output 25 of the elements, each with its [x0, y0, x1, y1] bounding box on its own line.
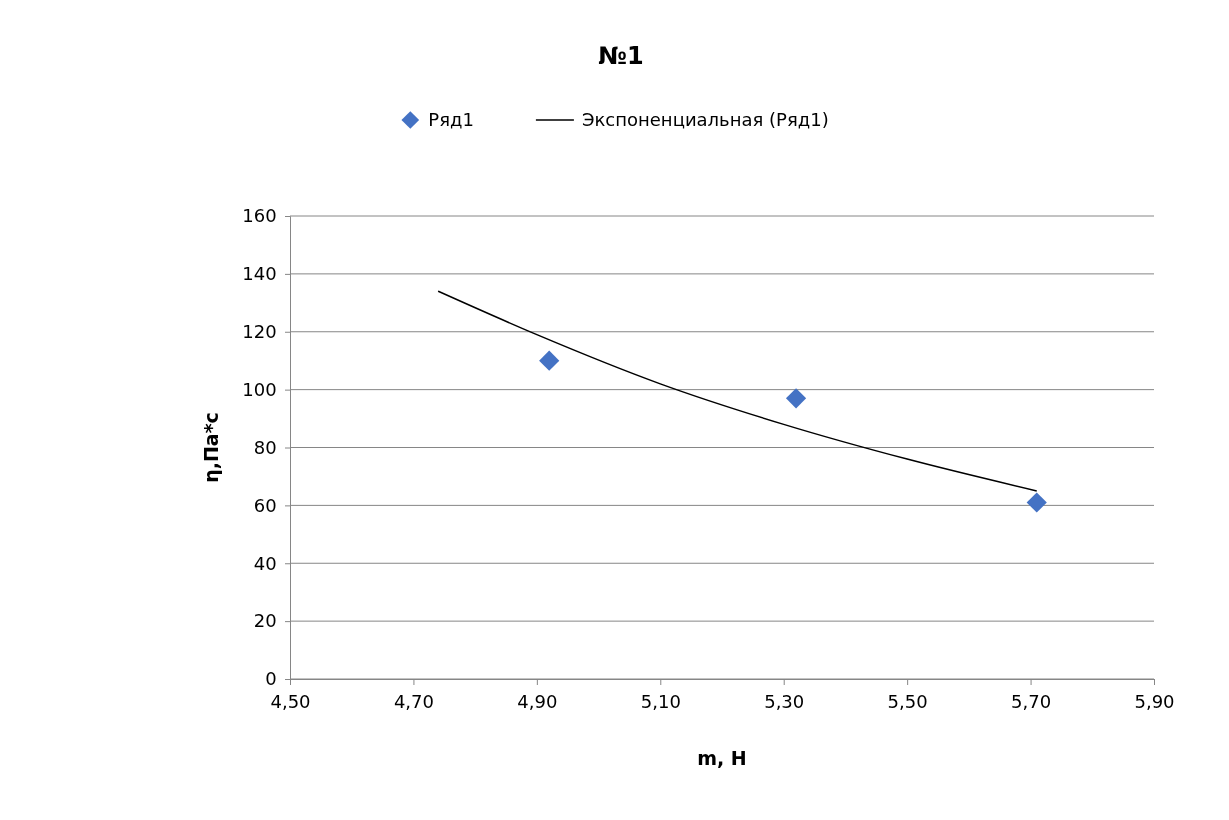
y-axis-title: η,Па*с: [200, 412, 222, 483]
y-tick-label: 140: [242, 263, 277, 285]
y-tick-label: 40: [253, 552, 277, 574]
x-tick-label: 5,70: [1011, 690, 1052, 712]
x-tick-label: 5,50: [887, 690, 928, 712]
y-tick-label: 160: [242, 205, 277, 227]
point: [785, 388, 807, 409]
legend-label: Экспоненциальная (Ряд1): [581, 109, 829, 130]
x-tick-label: 4,50: [270, 690, 311, 712]
y-tick-label: 100: [242, 378, 277, 400]
y-tick-label: 120: [242, 321, 277, 343]
y-tick-label: 60: [253, 494, 277, 516]
x-tick-label: 5,90: [1134, 690, 1175, 712]
x-axis-title: m, Н: [697, 747, 747, 769]
x-tick-label: 4,70: [393, 690, 434, 712]
y-tick-label: 80: [253, 436, 277, 458]
legend-label: Ряд1: [428, 109, 474, 130]
chart-title: №1: [598, 42, 644, 70]
point: [539, 350, 560, 371]
x-tick-label: 5,10: [640, 690, 681, 712]
x-tick-label: 5,30: [764, 690, 805, 712]
y-tick-label: 0: [265, 668, 277, 690]
x-tick-label: 4,90: [517, 690, 558, 712]
y-tick-label: 20: [253, 610, 277, 632]
point: [1026, 492, 1047, 513]
